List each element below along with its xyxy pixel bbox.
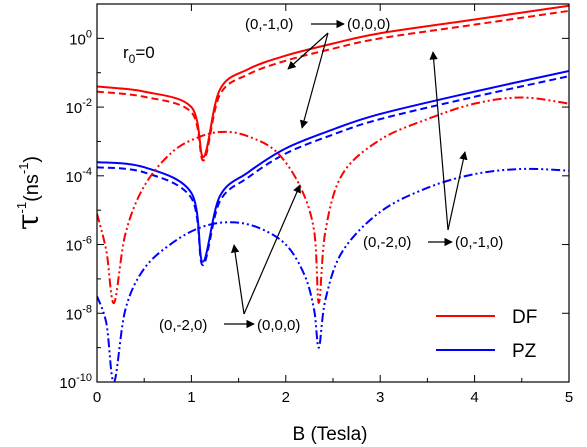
y-axis-title-tau: τ: [11, 213, 46, 230]
legend-label-df: DF: [512, 307, 537, 328]
x-tick-label-3: 3: [376, 389, 384, 406]
annotation-3-arrow-red: [243, 184, 301, 315]
annotation-2-arrow-blue: [447, 151, 468, 231]
x-tick-label-4: 4: [470, 389, 478, 406]
y-axis-title: τ-1(ns-1): [11, 156, 46, 230]
series-line-4: [97, 96, 569, 304]
x-tick-label-0: 0: [93, 389, 101, 406]
annotation-1-arrow-blue: [299, 32, 329, 129]
y-tick-label-2: 10-6: [66, 235, 92, 255]
r0-label: r0=0: [123, 43, 155, 66]
x-axis-title: B (Tesla): [293, 424, 368, 445]
y-tick-label-1: 10-8: [66, 303, 92, 323]
annotation-2-to: (0,-1,0): [455, 234, 503, 251]
legend: DF PZ: [436, 307, 537, 362]
legend-label-pz: PZ: [512, 341, 537, 362]
y-axis-title-sup: -1: [14, 202, 29, 214]
x-tick-label-1: 1: [187, 389, 195, 406]
annotation-1-from: (0,-1,0): [245, 16, 293, 33]
y-axis-title-close: ): [21, 156, 43, 163]
annotation-1-arrow-red: [287, 32, 329, 70]
annotation-1: (0,-1,0) (0,0,0): [245, 16, 390, 129]
annotation-3-to: (0,0,0): [257, 317, 300, 334]
series-line-3: [97, 75, 569, 267]
annotation-3-arrow-blue: [230, 244, 245, 315]
annotation-2-from: (0,-2,0): [363, 234, 411, 251]
x-tick-label-2: 2: [282, 389, 290, 406]
y-tick-label-3: 10-4: [66, 166, 92, 186]
series-line-0: [97, 4, 569, 158]
series-line-1: [97, 9, 569, 162]
y-tick-label-0: 10-10: [59, 372, 92, 392]
series-layer: [97, 4, 569, 382]
series-line-5: [97, 167, 569, 382]
series-line-2: [97, 70, 569, 263]
annotation-1-to: (0,0,0): [347, 16, 390, 33]
annotation-2: (0,-2,0) (0,-1,0): [363, 51, 503, 251]
y-axis-title-paren: (ns: [21, 174, 43, 202]
y-tick-label-4: 10-2: [66, 97, 92, 117]
annotation-3-from: (0,-2,0): [159, 317, 207, 334]
r0-label-main: r: [123, 43, 129, 62]
y-tick-label-5: 100: [69, 28, 92, 48]
r0-label-rest: =0: [135, 43, 154, 62]
annotation-3: (0,-2,0) (0,0,0): [159, 184, 301, 334]
ticks-layer: 0 1 2 3 4 5 10-10 10-8 10-6 10-4 10-2 100: [59, 3, 573, 406]
y-axis-title-paren-sup: -1: [16, 163, 31, 175]
r0-label-sub: 0: [129, 52, 136, 66]
annotation-2-arrow-red: [429, 51, 449, 231]
x-tick-label-5: 5: [565, 389, 573, 406]
